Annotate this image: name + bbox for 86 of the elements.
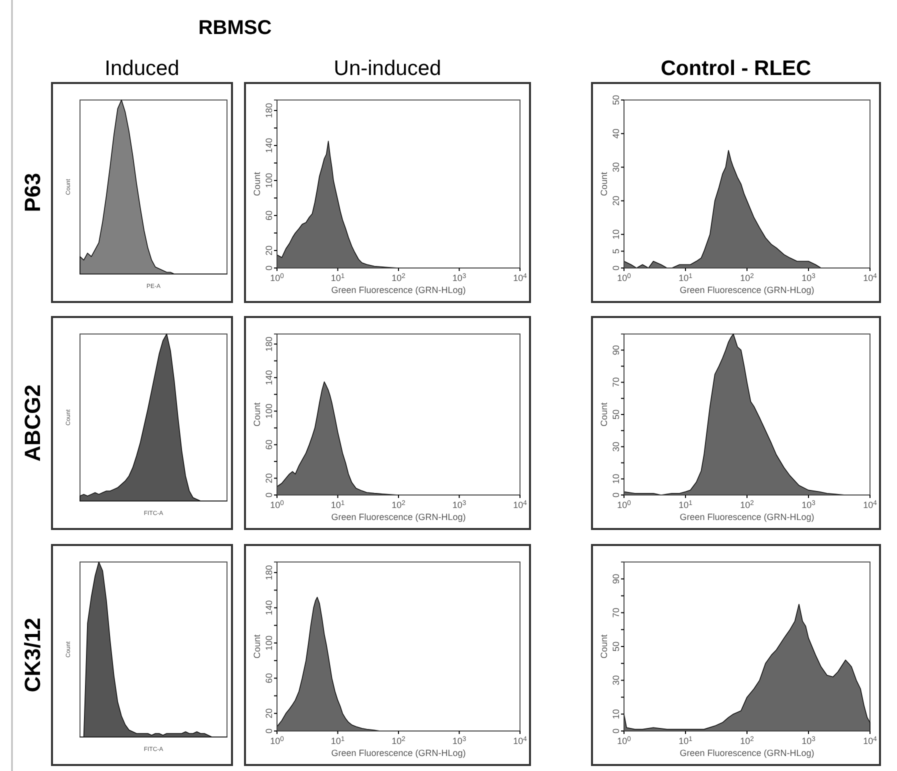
y-tick-label: 0 (611, 492, 621, 498)
y-tick-label: 0 (611, 728, 621, 734)
y-axis-title: Count (252, 402, 262, 427)
x-tick-label: 10$^{3}$ (452, 736, 466, 746)
text: ABCG2 (20, 384, 45, 462)
x-tick-label: 10$^{1}$ (330, 736, 345, 746)
y-tick-label: 30 (611, 675, 621, 686)
y-tick-label: 0 (264, 492, 274, 498)
x-tick-label: 10$^{2}$ (392, 736, 406, 746)
x-tick-label: 10$^{4}$ (513, 736, 528, 746)
y-tick-label: 50 (611, 641, 621, 652)
x-tick-label: 10$^{3}$ (802, 272, 816, 283)
x-tick-label: 10$^{4}$ (863, 272, 878, 283)
x-tick-label: 10$^{2}$ (740, 500, 754, 510)
y-tick-label: 180 (264, 102, 274, 118)
y-tick-label: 100 (264, 404, 274, 419)
y-tick-label: 20 (264, 473, 274, 484)
x-tick-label: 10$^{2}$ (740, 736, 754, 746)
x-tick-label: 10$^{4}$ (863, 500, 878, 510)
text: P63 (20, 172, 45, 212)
x-axis-title: Green Fluorescence (GRN-HLog) (331, 748, 466, 758)
y-tick-label: 30 (611, 162, 621, 172)
y-tick-label: 20 (611, 196, 621, 206)
x-axis-title: Green Fluorescence (GRN-HLog) (331, 285, 466, 295)
y-tick-label: 60 (264, 440, 274, 450)
x-tick-label: 10$^{1}$ (678, 272, 693, 283)
chart-title: Induced (104, 57, 180, 80)
y-tick-label: 10 (611, 709, 621, 720)
x-tick-label: 10$^{0}$ (617, 500, 632, 510)
x-axis-title: Green Fluorescence (GRN-HLog) (331, 512, 466, 522)
x-tick-label: 10$^{4}$ (513, 272, 528, 283)
y-tick-label: 50 (611, 409, 621, 420)
y-tick-label: 140 (264, 138, 274, 154)
y-tick-label: 50 (611, 94, 621, 106)
chart-title: Control - RLEC (660, 57, 812, 80)
y-tick-label: 60 (264, 210, 274, 221)
y-axis-title: Count (599, 402, 609, 427)
x-tick-label: 10$^{4}$ (513, 500, 528, 510)
x-tick-label: 10$^{3}$ (802, 500, 816, 510)
y-axis-title: Count (599, 634, 609, 659)
x-tick-label: 10$^{1}$ (678, 500, 693, 510)
x-tick-label: 10$^{3}$ (802, 736, 816, 746)
y-tick-label: 5 (611, 248, 621, 254)
y-tick-label: 0 (611, 265, 621, 271)
y-tick-label: 20 (264, 245, 274, 256)
x-tick-label: 10$^{0}$ (617, 736, 632, 746)
x-axis-title: Green Fluorescence (GRN-HLog) (680, 512, 814, 522)
y-tick-label: 70 (611, 377, 621, 388)
x-tick-label: 10$^{0}$ (617, 272, 632, 283)
x-tick-label: 10$^{0}$ (270, 272, 284, 283)
x-tick-label: 10$^{0}$ (270, 500, 284, 510)
y-tick-label: 100 (264, 172, 274, 188)
y-tick-label: 30 (611, 442, 621, 452)
y-tick-label: 40 (611, 128, 621, 139)
y-axis-title: Count (252, 634, 262, 659)
x-tick-label: 10$^{1}$ (330, 272, 345, 283)
y-tick-label: 180 (264, 565, 274, 580)
y-axis-title: Count (599, 172, 609, 196)
y-tick-label: 100 (264, 635, 274, 650)
text: RBMSC (198, 17, 272, 39)
x-tick-label: 10$^{3}$ (452, 500, 466, 510)
text: CK3/12 (20, 618, 45, 692)
x-tick-label: 10$^{3}$ (452, 272, 466, 283)
y-tick-label: 140 (264, 600, 274, 616)
y-tick-label: 10 (611, 474, 621, 484)
y-tick-label: 140 (264, 370, 274, 386)
y-tick-label: 10 (611, 229, 621, 240)
y-axis-title: Count (252, 172, 262, 196)
y-tick-label: 180 (264, 336, 274, 352)
y-tick-label: 90 (611, 574, 621, 584)
y-tick-label: 0 (264, 728, 274, 734)
x-tick-label: 10$^{2}$ (392, 500, 406, 510)
chart-title: Un-induced (334, 57, 442, 80)
y-tick-label: 0 (264, 265, 274, 271)
x-axis-title: Green Fluorescence (GRN-HLog) (680, 285, 814, 295)
y-tick-label: 60 (264, 673, 274, 684)
x-tick-label: 10$^{0}$ (270, 736, 284, 746)
x-tick-label: 10$^{4}$ (863, 736, 878, 746)
y-tick-label: 90 (611, 345, 621, 356)
y-tick-label: 70 (611, 608, 621, 618)
x-tick-label: 10$^{2}$ (392, 272, 406, 283)
x-tick-label: 10$^{1}$ (330, 500, 345, 510)
x-tick-label: 10$^{2}$ (740, 272, 754, 283)
x-tick-label: 10$^{1}$ (678, 736, 693, 746)
x-axis-title: Green Fluorescence (GRN-HLog) (680, 748, 814, 758)
y-tick-label: 20 (264, 708, 274, 718)
